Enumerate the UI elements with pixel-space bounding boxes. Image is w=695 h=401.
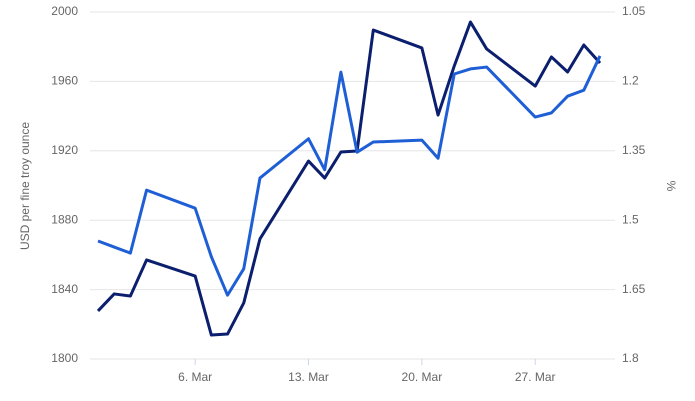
x-tick-label: 6. Mar xyxy=(178,370,212,384)
y2-tick-label: 1.05 xyxy=(622,4,646,18)
series-line xyxy=(97,55,602,297)
y-tick-label: 1920 xyxy=(51,143,78,157)
y2-tick-label: 1.8 xyxy=(622,351,639,365)
y2-tick-label: 1.2 xyxy=(622,74,639,88)
y-tick-label: 1800 xyxy=(51,351,78,365)
x-tick-label: 20. Mar xyxy=(402,370,443,384)
y2-tick-label: 1.35 xyxy=(622,143,646,157)
y-tick-label: 1880 xyxy=(51,212,78,226)
y-tick-label: 1960 xyxy=(51,74,78,88)
x-tick-label: 13. Mar xyxy=(288,370,329,384)
y-tick-label: 1840 xyxy=(51,282,78,296)
y2-tick-label: 1.5 xyxy=(622,212,639,226)
x-tick-label: 27. Mar xyxy=(515,370,556,384)
series-line xyxy=(96,20,602,337)
y-tick-label: 2000 xyxy=(51,4,78,18)
y2-tick-label: 1.65 xyxy=(622,282,646,296)
y2-axis-title: % xyxy=(664,181,678,192)
y-axis-title: USD per fine troy ounce xyxy=(18,122,32,250)
